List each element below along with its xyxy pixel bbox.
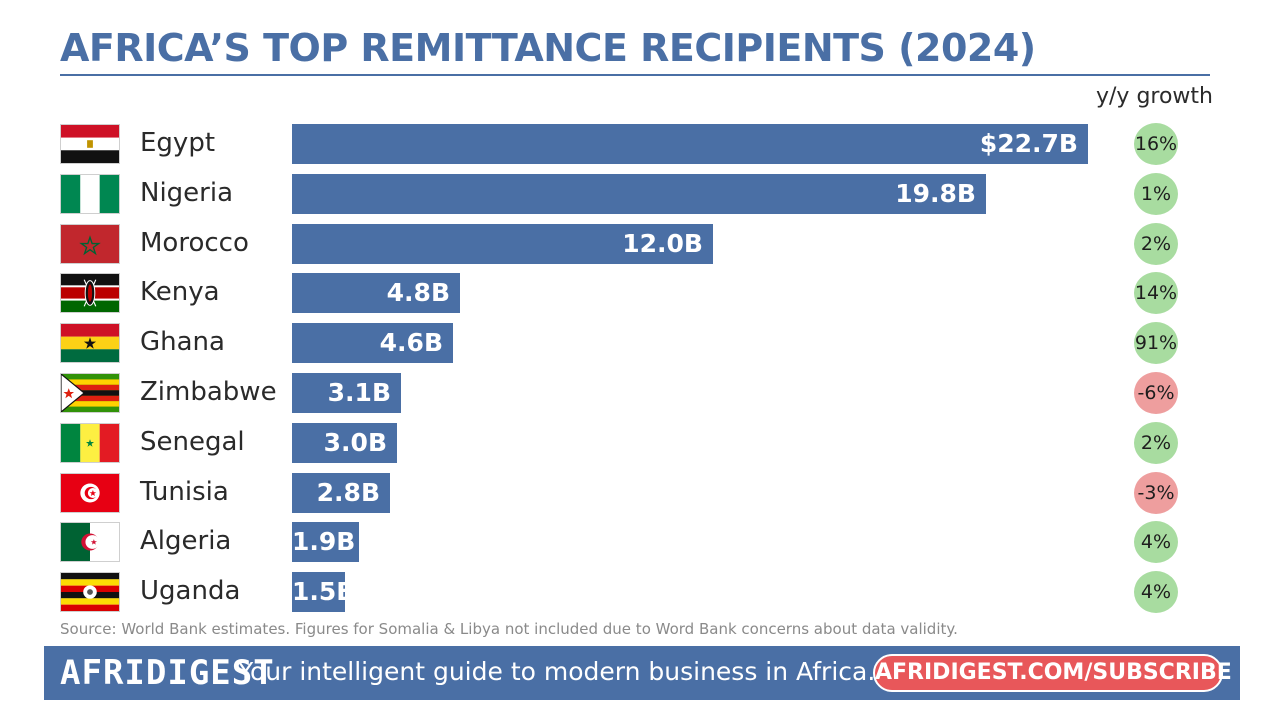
bar: 1.9B (292, 522, 359, 563)
growth-badge: 14% (1134, 272, 1178, 315)
growth-badge: -3% (1134, 471, 1178, 514)
chart-row: Egypt $22.7B 16% (0, 123, 1284, 165)
senegal-flag (60, 422, 120, 463)
bar-value-label: 4.6B (379, 328, 443, 358)
chart-row: Morocco 12.0B 2% (0, 222, 1284, 265)
country-label: Ghana (140, 327, 225, 358)
footer-banner: AFRIDIGEST Your intelligent guide to mod… (44, 646, 1240, 700)
bar-value-label: 1.5B (292, 577, 356, 607)
growth-badge: 4% (1134, 521, 1178, 564)
country-label: Uganda (140, 576, 241, 607)
growth-badge: 4% (1134, 571, 1178, 614)
subscribe-button[interactable]: AFRIDIGEST.COM/SUBSCRIBE (873, 654, 1232, 692)
bar: 4.8B (292, 273, 460, 314)
ghana-flag (60, 323, 120, 364)
bar-value-label: $22.7B (979, 129, 1078, 158)
country-label: Tunisia (140, 476, 229, 507)
chart-row: Uganda 1.5B 4% (0, 571, 1284, 614)
bar: 3.1B (292, 373, 401, 413)
tunisia-flag (60, 472, 120, 513)
bar: 4.6B (292, 323, 453, 364)
country-label: Morocco (140, 227, 249, 258)
growth-badge: 2% (1134, 222, 1178, 265)
chart-row: Nigeria 19.8B 1% (0, 172, 1284, 215)
title-divider (60, 74, 1210, 76)
country-label: Nigeria (140, 177, 234, 208)
growth-badge: 2% (1134, 421, 1178, 464)
growth-badge: 16% (1134, 123, 1178, 165)
bar-value-label: 1.9B (292, 527, 356, 557)
morocco-flag (60, 223, 120, 264)
bar-value-label: 3.0B (323, 427, 387, 457)
country-label: Algeria (140, 526, 232, 557)
zimbabwe-flag (60, 373, 120, 413)
chart-row: Senegal 3.0B 2% (0, 421, 1284, 464)
growth-badge: 1% (1134, 172, 1178, 215)
bar: 12.0B (292, 223, 713, 264)
uganda-flag (60, 572, 120, 613)
bar-value-label: 4.8B (386, 278, 450, 308)
chart-row: Kenya 4.8B 14% (0, 272, 1284, 315)
bar: 19.8B (292, 173, 986, 214)
source-note: Source: World Bank estimates. Figures fo… (60, 620, 958, 638)
brand-logo: AFRIDIGEST (60, 653, 275, 693)
country-label: Senegal (140, 426, 245, 457)
bar: 1.5B (292, 572, 355, 613)
chart-title: AFRICA’S TOP REMITTANCE RECIPIENTS (2024… (60, 26, 1036, 70)
algeria-flag (60, 522, 120, 563)
footer-tagline: Your intelligent guide to modern busines… (238, 657, 876, 686)
bar-value-label: 2.8B (316, 477, 380, 507)
egypt-flag (60, 124, 120, 164)
bar: 3.0B (292, 422, 397, 463)
kenya-flag (60, 273, 120, 314)
growth-column-header: y/y growth (1096, 84, 1213, 109)
bar: 2.8B (292, 472, 390, 513)
chart-row: Ghana 4.6B 91% (0, 322, 1284, 365)
country-label: Zimbabwe (140, 377, 277, 407)
chart-row: Algeria 1.9B 4% (0, 521, 1284, 564)
growth-badge: -6% (1134, 372, 1178, 414)
country-label: Kenya (140, 277, 220, 308)
growth-badge: 91% (1134, 322, 1178, 365)
country-label: Egypt (140, 128, 216, 158)
bar-value-label: 19.8B (895, 178, 976, 208)
nigeria-flag (60, 173, 120, 214)
bar: $22.7B (292, 124, 1088, 164)
chart-row: Tunisia 2.8B -3% (0, 471, 1284, 514)
chart-row: Zimbabwe 3.1B -6% (0, 372, 1284, 414)
bar-value-label: 3.1B (327, 378, 391, 407)
bar-value-label: 12.0B (622, 228, 703, 258)
